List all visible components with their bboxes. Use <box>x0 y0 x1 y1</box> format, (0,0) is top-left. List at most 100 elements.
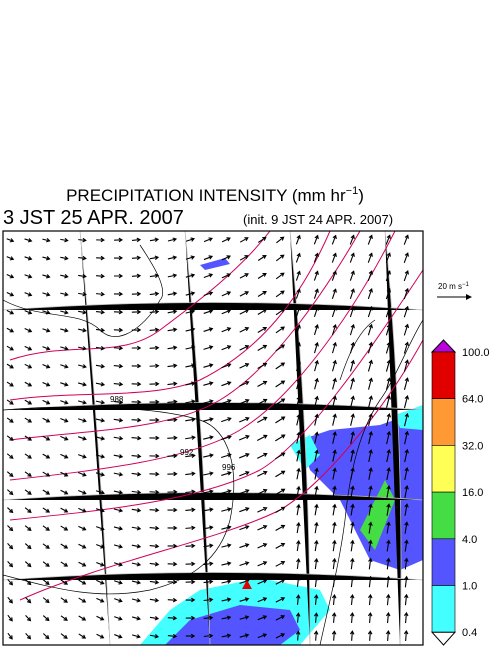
wind-arrow <box>350 467 355 480</box>
wind-arrow <box>95 472 105 477</box>
wind-arrow <box>221 633 232 638</box>
parallel <box>3 402 423 411</box>
wind-arrow <box>185 291 196 296</box>
wind-arrow <box>78 237 87 243</box>
wind-arrow <box>239 543 250 549</box>
wind-arrow <box>24 435 33 441</box>
wind-arrow <box>42 453 51 459</box>
wind-arrow <box>221 507 232 512</box>
wind-arrow <box>275 416 286 424</box>
wind-arrow <box>42 328 51 333</box>
wind-arrow <box>7 632 13 640</box>
wind-arrow <box>296 521 301 534</box>
wind-arrow <box>185 597 196 603</box>
contour-label: 992 <box>180 448 194 457</box>
scale-exponent: −1 <box>462 282 470 288</box>
contour-labels: 988 984 992 996 <box>110 395 236 472</box>
wind-arrow <box>295 630 301 641</box>
scale-text: 20 m s <box>438 282 462 291</box>
wind-arrow <box>295 612 301 623</box>
wind-arrow <box>275 579 286 585</box>
wind-arrow <box>6 489 14 496</box>
wind-arrow <box>6 471 14 478</box>
wind-arrow <box>257 597 268 603</box>
wind-arrow <box>314 521 319 534</box>
wind-arrow <box>203 615 214 621</box>
wind-arrow <box>42 346 51 351</box>
wind-arrow <box>167 399 178 405</box>
wind-arrow <box>221 345 232 351</box>
wind-arrow <box>95 382 106 387</box>
wind-arrow <box>113 580 123 585</box>
wind-arrow <box>131 616 141 621</box>
wind-arrow <box>331 612 337 623</box>
wind-arrow <box>131 508 142 513</box>
wind-arrow <box>149 435 160 441</box>
wind-arrow <box>403 359 410 372</box>
wind-arrow <box>203 435 214 440</box>
wind-arrow <box>24 238 33 243</box>
wind-arrow <box>113 345 124 351</box>
wind-arrow <box>385 323 392 336</box>
wind-arrow <box>296 467 301 480</box>
wind-arrow <box>350 413 355 426</box>
wind-arrow <box>332 395 337 408</box>
wind-arrow <box>95 400 106 405</box>
wind-arrow <box>257 543 268 549</box>
wind-arrow <box>149 237 160 243</box>
wind-arrow <box>6 327 15 333</box>
wind-arrow <box>6 417 14 423</box>
wind-arrow <box>6 435 14 441</box>
wind-arrow <box>314 395 319 408</box>
wind-arrow <box>313 252 319 263</box>
wind-arrow <box>368 557 373 570</box>
wind-arrow <box>296 539 301 552</box>
wind-arrow <box>349 630 355 641</box>
wind-arrow <box>185 255 196 260</box>
wind-arrow <box>403 377 410 390</box>
wind-arrow <box>60 435 69 441</box>
wind-arrow <box>257 615 268 621</box>
wind-arrow <box>295 576 301 587</box>
wind-arrow <box>78 472 87 477</box>
wind-arrow <box>385 287 391 300</box>
wind-arrow <box>167 291 178 296</box>
site-marker <box>242 580 252 589</box>
wind-arrow <box>203 453 214 458</box>
wind-arrow <box>42 525 50 531</box>
wind-arrow <box>257 236 267 243</box>
wind-arrow <box>114 616 123 621</box>
wind-arrow <box>167 381 178 387</box>
wind-arrow <box>185 345 196 350</box>
wind-arrow <box>149 507 160 513</box>
wind-arrow <box>221 597 232 602</box>
wind-arrow <box>239 615 250 620</box>
wind-arrow <box>368 430 373 445</box>
wind-arrow <box>203 579 214 585</box>
wind-arrow <box>368 575 373 588</box>
wind-arrow <box>275 560 286 567</box>
wind-arrow <box>42 579 50 586</box>
wind-arrow <box>78 597 87 603</box>
wind-arrow <box>296 342 301 354</box>
wind-arrow <box>257 579 268 585</box>
wind-arrow <box>167 417 178 423</box>
wind-arrow <box>114 634 123 639</box>
wind-arrow <box>368 521 373 534</box>
wind-arrow <box>386 575 391 588</box>
wind-arrow <box>114 237 124 243</box>
wind-arrow <box>42 489 51 495</box>
wind-arrow <box>78 615 87 621</box>
wind-arrow <box>386 485 391 498</box>
wind-arrow <box>350 377 355 390</box>
wind-arrow <box>238 434 250 441</box>
wind-arrow <box>24 256 33 261</box>
wind-arrow <box>149 543 160 549</box>
wind-arrow <box>149 561 160 567</box>
wind-arrow <box>332 521 337 534</box>
wind-arrow <box>167 327 178 332</box>
wind-arrow <box>367 377 373 390</box>
wind-arrow <box>42 507 51 513</box>
wind-arrow <box>60 328 69 333</box>
wind-arrow <box>77 400 87 405</box>
